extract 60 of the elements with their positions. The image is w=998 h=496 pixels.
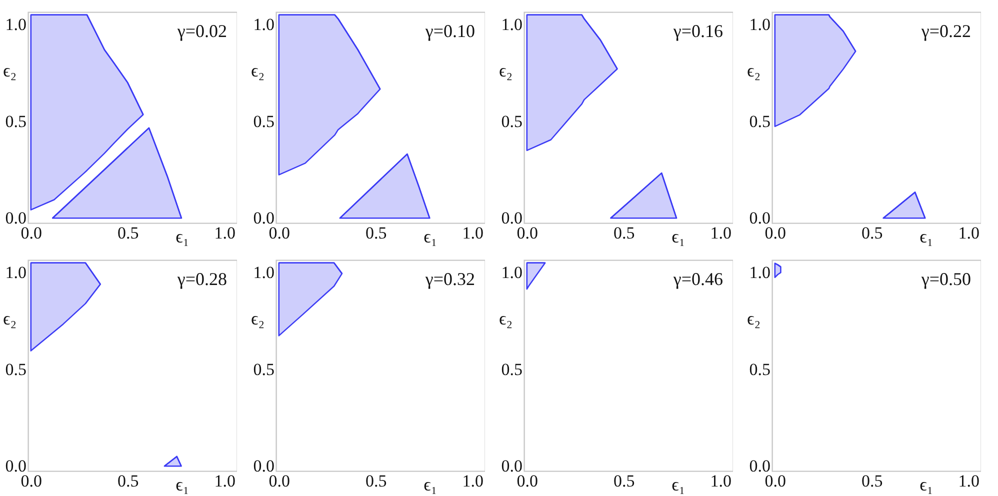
x-tick-label: 1.0 (462, 472, 484, 490)
x-axis-title: ϵ₁ (424, 226, 438, 246)
text: γ=0.02 (176, 21, 227, 41)
text: γ=0.50 (920, 269, 971, 289)
x-axis-title: ϵ₁ (672, 226, 686, 246)
text: γ=0.28 (176, 269, 227, 289)
x-tick-label: 0.5 (118, 224, 139, 242)
y-tick-label: 1.0 (253, 263, 274, 282)
y-tick-label: 1.0 (749, 263, 770, 282)
y-tick-label: 1.0 (501, 263, 522, 282)
x-tick-label: 0.5 (366, 472, 387, 490)
y-tick-label: 0.5 (501, 360, 522, 379)
x-tick-label: 1.0 (958, 224, 980, 242)
x-axis-title: ϵ₁ (176, 474, 190, 494)
x-tick-label: 1.0 (710, 224, 732, 242)
y-tick-label: 1.0 (253, 15, 274, 34)
x-tick-label: 1.0 (710, 472, 732, 490)
y-tick-label: 0.5 (5, 360, 26, 379)
x-tick-label: 0.5 (366, 224, 387, 242)
x-axis-title: ϵ₁ (176, 226, 190, 246)
x-axis-title: ϵ₁ (920, 474, 934, 494)
y-tick-label: 0.5 (253, 112, 274, 131)
y-tick-label: 0.5 (749, 360, 770, 379)
x-tick-label: 0.5 (862, 472, 883, 490)
x-tick-label: 1.0 (462, 224, 484, 242)
line-series (774, 14, 856, 52)
y-axis-title: ϵ₂ (250, 60, 264, 81)
line-series (30, 14, 144, 116)
x-axis-title: ϵ₁ (424, 474, 438, 494)
y-tick-label: 1.0 (5, 15, 26, 34)
y-axis-title: ϵ₂ (2, 60, 16, 81)
x-tick-label: 1.0 (214, 224, 236, 242)
x-axis-title: ϵ₁ (672, 474, 686, 494)
y-axis-title: ϵ₂ (250, 308, 264, 329)
line-series (526, 14, 618, 70)
text: γ=0.32 (424, 269, 475, 289)
y-tick-label: 0.5 (5, 112, 26, 131)
x-axis-title: ϵ₁ (920, 226, 934, 246)
x-tick-label: 1.0 (214, 472, 236, 490)
y-axis-title: ϵ₂ (498, 308, 512, 329)
x-tick-label: 0.5 (614, 472, 635, 490)
y-axis-title: ϵ₂ (2, 308, 16, 329)
y-axis-title: ϵ₂ (746, 308, 760, 329)
y-tick-label: 1.0 (749, 15, 770, 34)
x-tick-label: 1.0 (958, 472, 980, 490)
y-axis-title: ϵ₂ (746, 60, 760, 81)
text: γ=0.22 (920, 21, 971, 41)
y-tick-label: 1.0 (5, 263, 26, 282)
y-tick-label: 0.5 (501, 112, 522, 131)
x-tick-label: 0.5 (862, 224, 883, 242)
x-tick-label: 0.5 (118, 472, 139, 490)
line-series (278, 14, 381, 90)
y-tick-label: 1.0 (501, 15, 522, 34)
x-tick-label: 0.5 (614, 224, 635, 242)
text: γ=0.46 (672, 269, 723, 289)
text: γ=0.10 (424, 21, 475, 41)
y-tick-label: 0.5 (253, 360, 274, 379)
y-tick-label: 0.5 (749, 112, 770, 131)
y-axis-title: ϵ₂ (498, 60, 512, 81)
text: γ=0.16 (672, 21, 723, 41)
